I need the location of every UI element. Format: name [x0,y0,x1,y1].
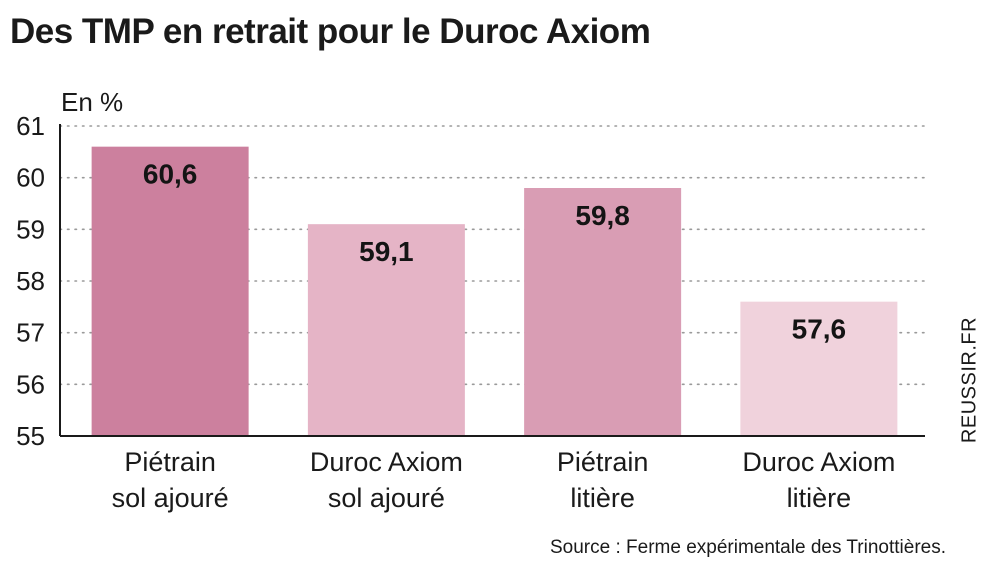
x-tick-label: Piétrain [124,447,216,477]
bar [740,301,898,436]
data-label: 59,8 [575,200,630,231]
y-tick-label: 58 [16,266,45,296]
x-tick-label: litière [787,483,852,513]
y-tick-label: 60 [16,163,45,193]
side-credit: REUSSIR.FR [958,316,981,444]
y-tick-label: 57 [16,318,45,348]
data-label: 60,6 [143,159,198,190]
y-tick-label: 56 [16,369,45,399]
chart-title: Des TMP en retrait pour le Duroc Axiom [10,12,651,51]
y-tick-label: 59 [16,214,45,244]
x-tick-label: Duroc Axiom [310,447,463,477]
x-tick-label: sol ajouré [112,483,229,513]
y-tick-label: 61 [16,111,45,141]
source-note: Source : Ferme expérimentale des Trinott… [549,537,946,558]
data-label: 59,1 [359,236,414,267]
x-tick-label: sol ajouré [328,483,445,513]
bar [524,188,682,436]
x-tick-label: litière [570,483,635,513]
x-tick-label: Piétrain [557,447,649,477]
y-axis-label: En % [61,87,123,117]
x-tick-label: Duroc Axiom [742,447,895,477]
data-label: 57,6 [792,314,847,345]
bar [91,146,249,436]
bar [307,224,465,436]
y-tick-label: 55 [16,421,45,451]
